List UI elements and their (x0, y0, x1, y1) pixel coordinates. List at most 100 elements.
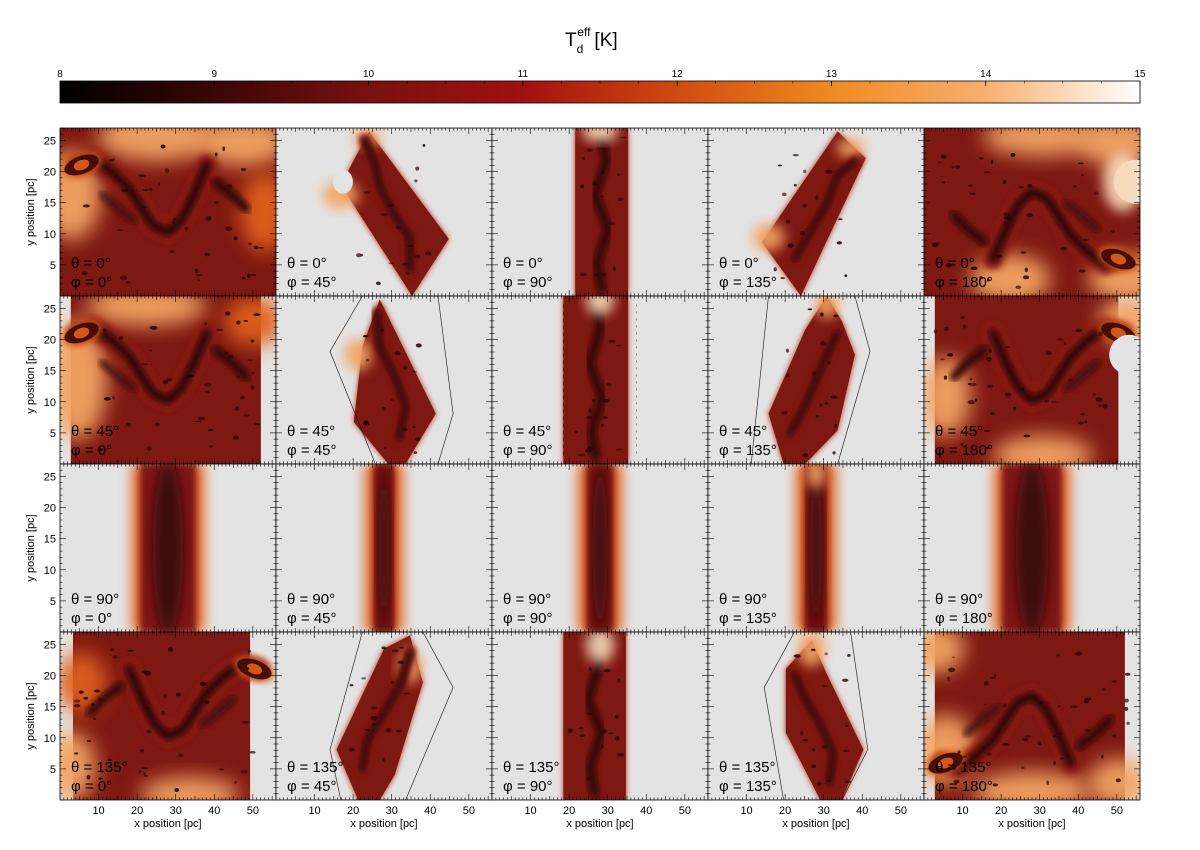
x-tick-label: 20 (347, 805, 359, 817)
dense-core (1056, 653, 1060, 657)
dense-core (223, 351, 229, 355)
dense-core (937, 161, 942, 164)
filament (99, 191, 138, 225)
y-tick-label: 20 (44, 335, 56, 347)
dense-core (127, 649, 134, 652)
x-tick-label: 50 (679, 805, 691, 817)
projection-outline (763, 632, 869, 800)
dense-core (187, 374, 195, 378)
dense-core (252, 371, 255, 375)
dense-core (240, 395, 245, 400)
dense-core (799, 731, 804, 736)
y-tick-label: 10 (44, 397, 56, 409)
dense-core (82, 204, 90, 208)
panel-3-4: 10 20 30 40 50 x position [pc] θ = 135° φ = 180… (923, 631, 1141, 830)
y-tick-label: 5 (50, 764, 56, 776)
panel-map (924, 632, 1140, 800)
cloud-clump (139, 776, 240, 800)
dense-core (413, 451, 418, 455)
theta-label: θ = 0° (503, 255, 543, 272)
panel-3-2: 10 20 30 40 50 x position [pc] θ = 135° φ = 90° (491, 631, 709, 830)
dense-core (204, 252, 210, 257)
cloud-clump (752, 223, 785, 252)
dense-core (979, 157, 984, 160)
theta-label: θ = 90° (71, 591, 119, 608)
dense-core (225, 226, 233, 231)
dense-core (395, 729, 402, 733)
dense-core (985, 357, 993, 361)
dense-core (957, 750, 961, 755)
dense-core (970, 266, 978, 270)
dense-core (381, 406, 387, 411)
cloud-clump (73, 159, 90, 171)
dense-core (825, 779, 833, 782)
panel-map (329, 632, 454, 800)
dense-core (164, 168, 170, 173)
dense-core (1078, 269, 1086, 273)
dense-core (986, 360, 991, 362)
dense-core (407, 245, 415, 247)
dense-core (941, 181, 946, 184)
dense-core (1098, 403, 1102, 407)
dense-core (394, 351, 401, 356)
theta-label: θ = 45° (719, 423, 767, 440)
dense-core (383, 446, 387, 450)
dense-core (197, 416, 206, 421)
dense-core (986, 752, 992, 756)
dense-core (356, 253, 362, 258)
dense-core (600, 272, 607, 277)
dense-core (1037, 741, 1042, 746)
theta-label: θ = 90° (503, 591, 551, 608)
dense-core (602, 729, 607, 734)
theta-label: θ = 90° (935, 591, 983, 608)
dense-core (241, 720, 249, 724)
y-axis-label: y position [pc] (25, 514, 37, 581)
panel-map (563, 296, 637, 464)
panel-map (750, 296, 871, 464)
dense-core (1092, 393, 1097, 396)
dense-core (580, 184, 585, 189)
panel-1-3: θ = 45° φ = 135° (707, 295, 925, 465)
dense-core (1124, 706, 1129, 711)
dense-core (1050, 401, 1058, 403)
dense-core (989, 676, 996, 679)
dense-core (793, 654, 801, 658)
filament (376, 311, 407, 441)
phi-label: φ = 90° (503, 442, 553, 459)
dense-core (600, 423, 605, 427)
dense-core (777, 164, 783, 167)
panel-0-0: 5 10 15 20 25 y position [pc] θ = 0° φ = 0° (25, 127, 277, 297)
dense-core (243, 320, 248, 322)
dense-core (1068, 379, 1073, 381)
dense-core (375, 281, 381, 286)
dense-core (792, 153, 799, 157)
dense-core (125, 280, 131, 284)
panel-3-0: 5 10 15 20 25 10 20 30 40 50 x position [pc] y posi… (25, 631, 277, 830)
panel-1-1: θ = 45° φ = 45° (275, 295, 493, 465)
dense-core (1053, 761, 1056, 765)
dense-core (405, 272, 410, 275)
filament (1078, 717, 1112, 748)
y-tick-label: 20 (44, 503, 56, 515)
colorbar-gradient (59, 80, 1141, 104)
dense-core (1002, 743, 1009, 746)
x-tick-label: 20 (779, 805, 791, 817)
dense-core (600, 195, 605, 198)
filament (1062, 359, 1101, 393)
dense-core (948, 667, 956, 673)
theta-label: θ = 135° (287, 759, 343, 776)
dense-core (602, 416, 609, 419)
dense-core (1083, 699, 1089, 704)
filament (127, 662, 261, 738)
dense-core (424, 251, 432, 256)
dense-core (1005, 346, 1010, 348)
phi-label: φ = 90° (503, 610, 553, 627)
dense-core (205, 700, 210, 705)
y-tick-label: 10 (44, 565, 56, 577)
dense-core (830, 395, 838, 399)
cloud-clump (586, 296, 614, 316)
dense-core (600, 744, 604, 749)
x-tick-label: 20 (563, 805, 575, 817)
dense-core (1057, 705, 1062, 708)
